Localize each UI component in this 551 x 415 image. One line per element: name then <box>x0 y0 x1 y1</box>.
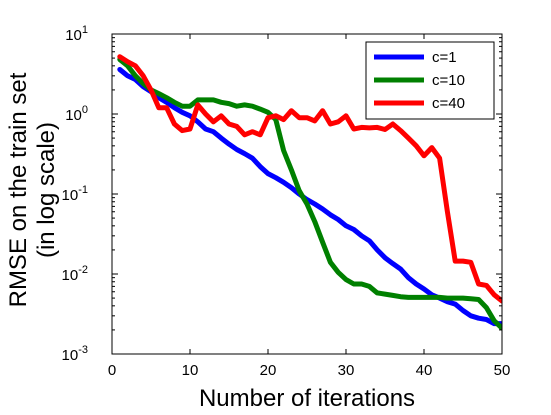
legend-label: c=40 <box>432 95 465 112</box>
y-tick-label: 10-3 <box>62 344 88 364</box>
x-tick-label: 40 <box>416 362 433 379</box>
legend: c=1 c=10 c=40 <box>365 41 495 120</box>
y-tick-label: 10-2 <box>62 264 88 284</box>
y-tick-label-base: 10 <box>65 107 82 124</box>
series-layer <box>117 54 502 331</box>
x-tick-label: 50 <box>494 362 511 379</box>
legend-label: c=1 <box>432 49 457 66</box>
legend-label: c=10 <box>432 72 465 89</box>
series-line-c-10 <box>117 57 502 331</box>
y-tick-label-base: 10 <box>65 27 82 44</box>
x-tick-label: 20 <box>260 362 277 379</box>
y-tick-label-exponent: -2 <box>78 264 88 276</box>
y-tick-label: 10-1 <box>62 184 88 204</box>
series-line-c-40 <box>117 54 502 304</box>
y-tick-label-exponent: -1 <box>78 184 88 196</box>
y-axis-title-line-1: RMSE on the train set <box>5 72 32 307</box>
x-axis-title: Number of iterations <box>199 385 415 412</box>
x-tick-label: 10 <box>182 362 199 379</box>
y-tick-label-base: 10 <box>62 267 79 284</box>
y-tick-label: 100 <box>65 104 88 124</box>
y-axis-title-line-2: (in log scale) <box>33 122 60 258</box>
y-tick-label-base: 10 <box>62 347 79 364</box>
x-axis-ticks: 0 10 20 30 40 50 <box>108 34 511 379</box>
y-tick-label-exponent: 0 <box>82 104 88 116</box>
x-tick-label: 0 <box>108 362 116 379</box>
x-tick-label: 30 <box>338 362 355 379</box>
y-tick-label-exponent: 1 <box>82 24 88 36</box>
y-axis-title: RMSE on the train set (in log scale) <box>5 72 60 307</box>
y-tick-label-exponent: -3 <box>78 344 88 356</box>
y-tick-label: 101 <box>65 24 88 44</box>
y-tick-label-base: 10 <box>62 187 79 204</box>
